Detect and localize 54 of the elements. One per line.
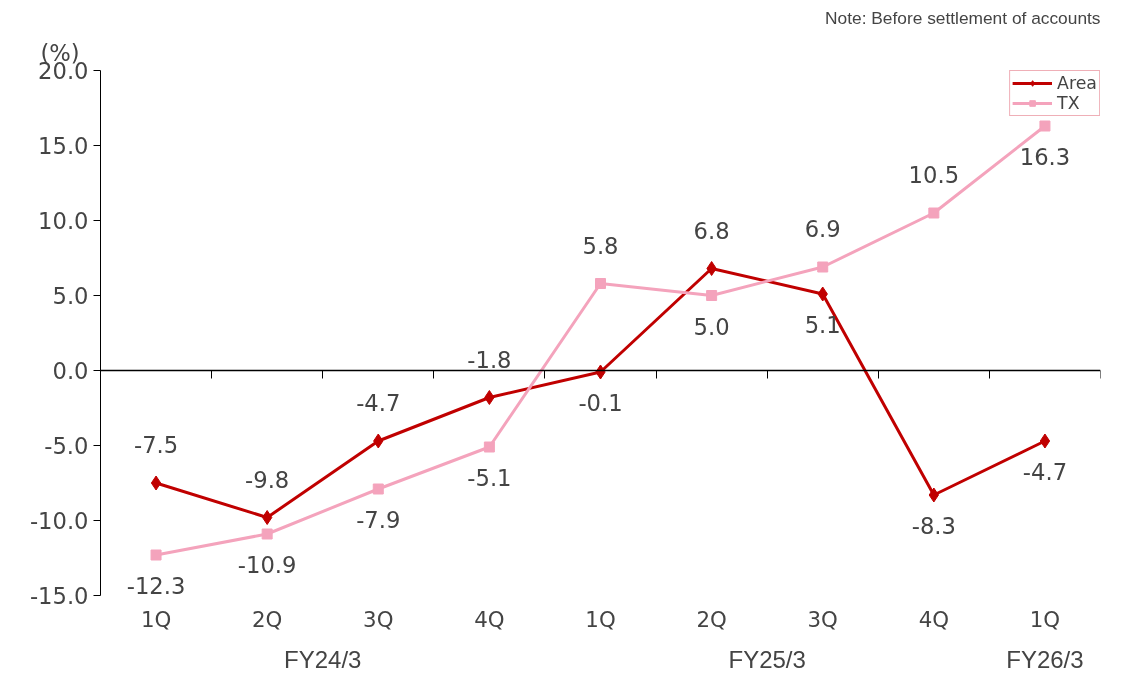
data-label: -8.3: [911, 513, 956, 539]
point: [150, 475, 162, 491]
y-tick-label: -10.0: [29, 508, 89, 534]
legend-label: TX: [1057, 93, 1080, 113]
point: [595, 278, 606, 289]
data-label: 5.1: [804, 312, 841, 338]
data-label: -7.9: [356, 507, 401, 533]
legend-label: Area: [1057, 73, 1097, 93]
text: FY24/3: [284, 645, 362, 673]
point: [484, 390, 495, 405]
point: [372, 483, 384, 495]
point: [706, 261, 717, 276]
data-label: -10.9: [237, 552, 297, 578]
x-tick-label: 3Q: [807, 606, 838, 632]
data-label: 6.8: [693, 217, 730, 244]
data-label: -4.7: [1022, 459, 1068, 485]
y-tick-label: -15.0: [29, 583, 89, 609]
data-label: 10.5: [908, 162, 960, 188]
data-label: -1.8: [467, 346, 512, 373]
data-label: 6.9: [804, 216, 841, 242]
text: FY25/3: [728, 645, 806, 673]
point: [261, 528, 273, 540]
point: [1039, 120, 1051, 132]
x-tick-label: 3Q: [363, 606, 394, 632]
x-tick-label: 1Q: [585, 606, 616, 632]
x-tick-label: 4Q: [474, 606, 505, 632]
data-label: -12.3: [126, 573, 186, 599]
point: [817, 261, 829, 273]
point: [150, 549, 162, 561]
point: [706, 290, 718, 301]
data-label: -9.8: [245, 466, 290, 493]
data-label: -7.5: [133, 432, 179, 458]
point: [928, 207, 940, 219]
text: Note: Before settlement of accounts: [825, 7, 1101, 28]
point: [1039, 433, 1051, 449]
x-tick-label: 4Q: [918, 606, 950, 632]
text: FY26/3: [1006, 645, 1084, 673]
data-label: -4.7: [356, 390, 401, 416]
y-tick-label: 0.0: [52, 358, 89, 384]
y-tick-label: 5.0: [52, 283, 89, 309]
data-label: -5.1: [467, 465, 512, 491]
point: [262, 510, 273, 525]
y-tick-label: 10.0: [38, 208, 89, 234]
point: [483, 441, 495, 453]
data-label: 16.3: [1019, 144, 1071, 170]
data-label: 5.8: [582, 232, 619, 259]
data-label: -0.1: [578, 390, 623, 416]
x-tick-label: 1Q: [1029, 606, 1061, 632]
x-tick-label: 2Q: [696, 606, 727, 632]
x-tick-label: 2Q: [251, 606, 283, 632]
data-label: 5.0: [693, 313, 730, 340]
x-tick-label: 1Q: [140, 606, 172, 632]
y-tick-label: -5.0: [44, 433, 89, 459]
y-tick-label: 15.0: [38, 133, 89, 159]
